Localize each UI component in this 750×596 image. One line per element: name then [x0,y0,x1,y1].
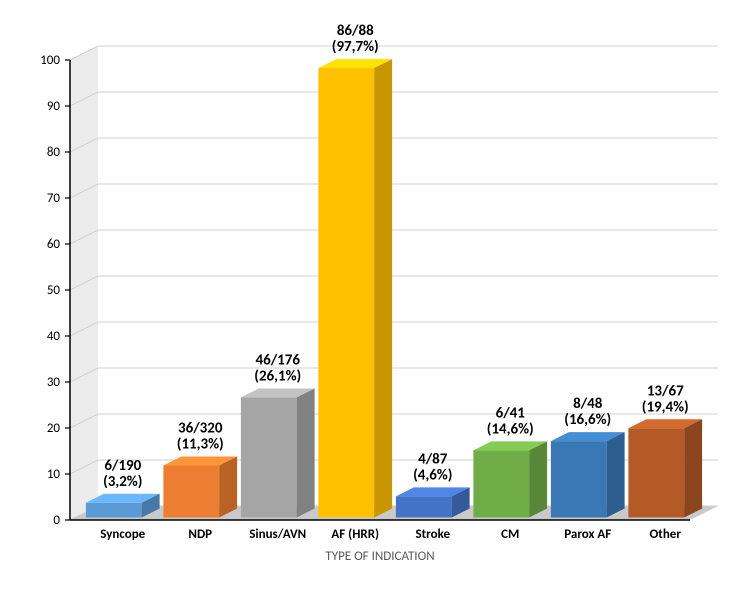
bar [396,496,452,517]
bar [628,428,684,517]
category-label: Sinus/AVN [249,527,306,542]
bar-label-bottom: (26,1%) [254,367,301,385]
bar [241,397,297,517]
bar-label-bottom: (19,4%) [642,398,689,416]
bar [163,466,219,518]
category-label: CM [501,527,519,542]
y-tick-label: 70 [47,191,61,206]
category-label: Stroke [415,527,450,542]
bar [551,441,607,517]
bar [473,450,529,517]
y-tick-label: 20 [47,421,61,436]
y-tick-label: 0 [53,513,60,528]
bar-label-bottom: (11,3%) [177,436,224,454]
bar [86,503,142,518]
x-axis-title: TYPE OF INDICATION [325,549,434,564]
y-tick-label: 60 [47,237,61,252]
y-tick-label: 90 [47,99,61,114]
bar-label-bottom: (14,6%) [487,420,534,438]
bar-label-bottom: (16,6%) [564,411,611,429]
category-label: NDP [188,527,212,542]
y-tick-label: 30 [47,375,61,390]
category-label: Syncope [100,527,145,542]
bar-chart-3d: 0102030405060708090100Syncope6/190(3,2%)… [0,0,750,596]
bar-label-bottom: (3,2%) [103,473,142,491]
y-tick-label: 10 [47,467,61,482]
bar-label-bottom: (4,6%) [413,466,452,484]
category-label: Parox AF [564,527,611,542]
y-tick-label: 80 [47,145,61,160]
y-tick-label: 100 [40,53,60,68]
bar-label-bottom: (97,7%) [332,38,379,56]
category-label: AF (HRR) [331,527,379,542]
y-tick-label: 50 [47,283,61,298]
bar [318,68,374,517]
category-label: Other [650,527,682,542]
y-tick-label: 40 [47,329,61,344]
